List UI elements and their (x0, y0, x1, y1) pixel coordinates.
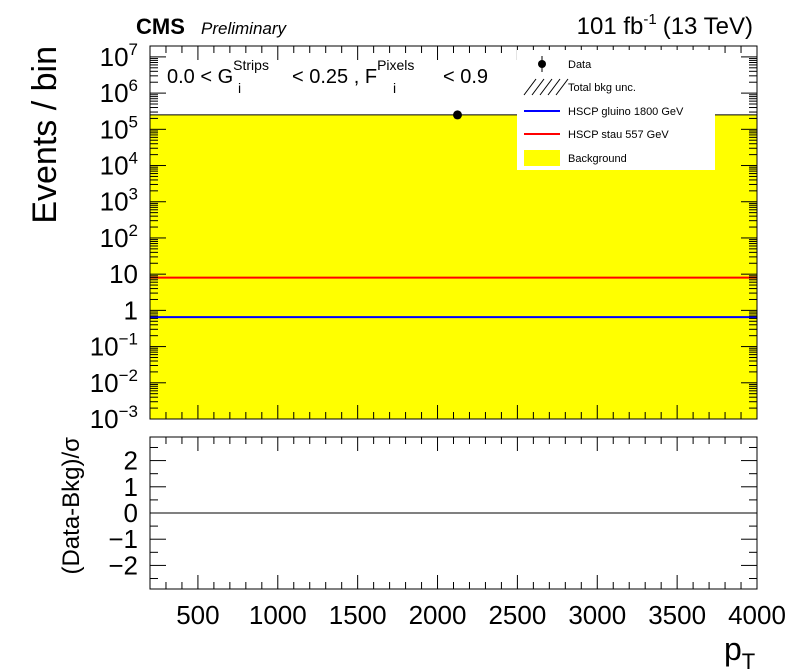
legend-label: Total bkg unc. (568, 82, 636, 94)
energy-label: (13 TeV) (663, 13, 753, 40)
y-tick-label: 10−2 (90, 366, 138, 398)
luminosity-label: 101 fb-1 (13 TeV) (577, 11, 753, 40)
y-tick-base: 10 (100, 151, 129, 181)
y-axis-title: Events / bin (26, 46, 64, 224)
annotation-suffix: < 0.9 (443, 66, 488, 88)
legend-background-swatch (524, 150, 560, 166)
y-tick-label: 106 (100, 76, 138, 108)
y-tick-exponent: 5 (129, 112, 138, 131)
y-tick-base: 10 (100, 223, 129, 253)
y-tick-exponent: −3 (119, 402, 138, 421)
y-tick-base: 10 (109, 259, 138, 289)
y-tick-exponent: 6 (129, 76, 138, 95)
y-tick-label: 10 (109, 259, 138, 289)
x-tick-label: 1500 (329, 600, 387, 630)
annotation-mid: < 0.25 , F (292, 66, 377, 88)
ratio-y-tick-label: −1 (108, 524, 138, 554)
data-point (452, 110, 462, 120)
legend-label: Background (568, 153, 627, 165)
experiment-label: CMS (136, 14, 185, 39)
x-tick-label: 1000 (249, 600, 307, 630)
y-tick-base: 10 (90, 404, 119, 434)
y-tick-exponent: −2 (119, 366, 138, 385)
x-axis-title-main: p (724, 631, 742, 667)
x-tick-label: 3000 (568, 600, 626, 630)
legend-label: Data (568, 59, 592, 71)
x-tick-label: 2000 (409, 600, 467, 630)
legend-hatch-icon (523, 78, 569, 96)
selection-annotation: 0.0 < GStrips i < 0.25 , FPixels i < 0.9 (167, 57, 488, 96)
y-tick-exponent: 7 (129, 40, 138, 59)
ratio-y-tick-label: 0 (124, 498, 138, 528)
annotation-f-sub: i (393, 80, 396, 96)
y-tick-label: 1 (124, 295, 138, 325)
legend-label: HSCP gluino 1800 GeV (568, 106, 684, 118)
y-tick-label: 107 (100, 40, 138, 72)
ratio-y-tick-label: −2 (108, 550, 138, 580)
x-tick-label: 4000 (728, 600, 786, 630)
x-tick-label: 2500 (488, 600, 546, 630)
lumi-exponent: -1 (643, 11, 656, 28)
legend: Data Total bkg unc. HSCP gluino 1800 GeV HS… (517, 50, 715, 170)
y-tick-base: 10 (100, 187, 129, 217)
y-tick-label: 105 (100, 112, 138, 144)
ratio-y-axis-title: (Data-Bkg)/σ (58, 437, 85, 575)
y-tick-base: 10 (90, 368, 119, 398)
y-tick-exponent: 3 (129, 185, 138, 204)
y-tick-label: 104 (100, 149, 138, 181)
y-tick-base: 10 (100, 42, 129, 72)
y-tick-base: 10 (90, 332, 119, 362)
y-tick-base: 10 (100, 114, 129, 144)
x-axis-title-sub: T (742, 649, 755, 672)
annotation-g-sup: Strips (233, 57, 269, 73)
legend-label: HSCP stau 557 GeV (568, 129, 669, 141)
ratio-y-tick-label: 2 (124, 446, 138, 476)
ratio-panel: 210−1−2 500 1000 1500 2000 2500 3000 3500 4000 (108, 436, 786, 630)
y-tick-base: 10 (100, 78, 129, 108)
ratio-y-tick-label: 1 (124, 472, 138, 502)
x-axis-title: pT (724, 631, 755, 672)
x-tick-label: 3500 (648, 600, 706, 630)
y-tick-base: 1 (124, 295, 138, 325)
x-tick-label: 500 (176, 600, 219, 630)
annotation-g-sub: i (238, 80, 241, 96)
annotation-g-prefix: 0.0 < G (167, 66, 233, 88)
y-tick-label: 10−3 (90, 402, 138, 434)
annotation-f-sup: Pixels (377, 57, 414, 73)
status-label: Preliminary (201, 19, 288, 38)
y-tick-label: 103 (100, 185, 138, 217)
y-tick-exponent: −1 (119, 330, 138, 349)
y-tick-exponent: 2 (129, 221, 138, 240)
lumi-value: 101 fb (577, 13, 644, 40)
y-tick-exponent: 4 (129, 149, 138, 168)
y-tick-label: 10−1 (90, 330, 138, 362)
y-tick-label: 102 (100, 221, 138, 253)
